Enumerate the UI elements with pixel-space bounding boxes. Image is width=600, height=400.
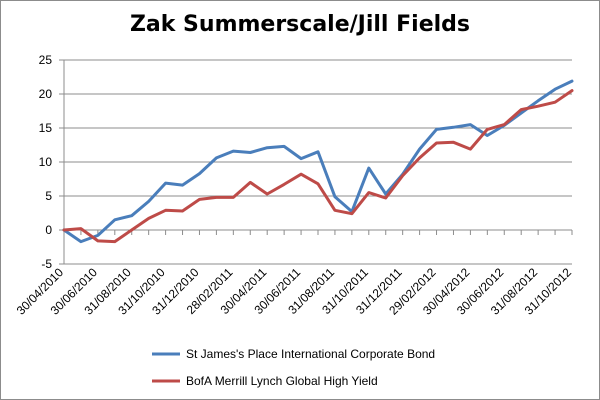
y-tick-label: -5 — [41, 257, 52, 271]
axes — [59, 59, 573, 265]
y-tick-label: 25 — [39, 53, 53, 67]
series-line-1 — [62, 79, 574, 244]
y-tick-label: 20 — [39, 87, 53, 101]
y-tick-label: 0 — [45, 223, 52, 237]
series-lines — [62, 79, 574, 244]
y-tick-labels: -5 0 5 10 15 20 25 — [39, 53, 53, 271]
y-tick-label: 5 — [45, 189, 52, 203]
legend-label-1: St James's Place International Corporate… — [186, 347, 435, 361]
x-tick-labels: 30/04/201030/06/201031/08/201031/10/2010… — [14, 265, 575, 318]
y-tick-label: 15 — [39, 121, 53, 135]
legend: St James's Place International Corporate… — [152, 347, 435, 388]
y-tick-label: 10 — [39, 155, 53, 169]
series-line-2 — [62, 89, 574, 244]
legend-label-2: BofA Merrill Lynch Global High Yield — [186, 374, 378, 388]
chart-title: Zak Summerscale/Jill Fields — [129, 12, 471, 37]
